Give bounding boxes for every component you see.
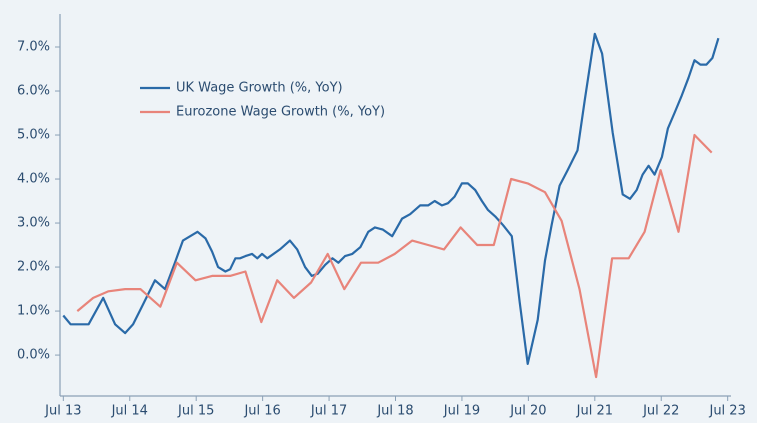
- y-tick-label: 3.0%: [17, 216, 50, 231]
- x-tick-label: Jul 18: [376, 404, 413, 419]
- legend-label: Eurozone Wage Growth (%, YoY): [176, 105, 385, 120]
- y-tick-label: 0.0%: [17, 348, 50, 363]
- x-tick-label: Jul 20: [509, 404, 546, 419]
- legend-label: UK Wage Growth (%, YoY): [176, 81, 343, 96]
- y-tick-label: 4.0%: [17, 172, 50, 187]
- x-tick-label: Jul 21: [576, 404, 613, 419]
- y-tick-label: 6.0%: [17, 84, 50, 99]
- x-tick-label: Jul 22: [642, 404, 679, 419]
- y-tick-label: 7.0%: [17, 40, 50, 55]
- x-tick-label: Jul 19: [443, 404, 480, 419]
- series-line: [62, 32, 720, 365]
- series-line: [76, 133, 713, 379]
- x-tick-label: Jul 15: [177, 404, 214, 419]
- y-tick-label: 2.0%: [17, 260, 50, 275]
- x-tick-label: Jul 13: [44, 404, 81, 419]
- x-tick-label: Jul 23: [708, 404, 745, 419]
- y-tick-label: 1.0%: [17, 304, 50, 319]
- x-tick-label: Jul 17: [310, 404, 347, 419]
- x-tick-label: Jul 14: [111, 404, 148, 419]
- x-tick-label: Jul 16: [243, 404, 280, 419]
- y-tick-label: 5.0%: [17, 128, 50, 143]
